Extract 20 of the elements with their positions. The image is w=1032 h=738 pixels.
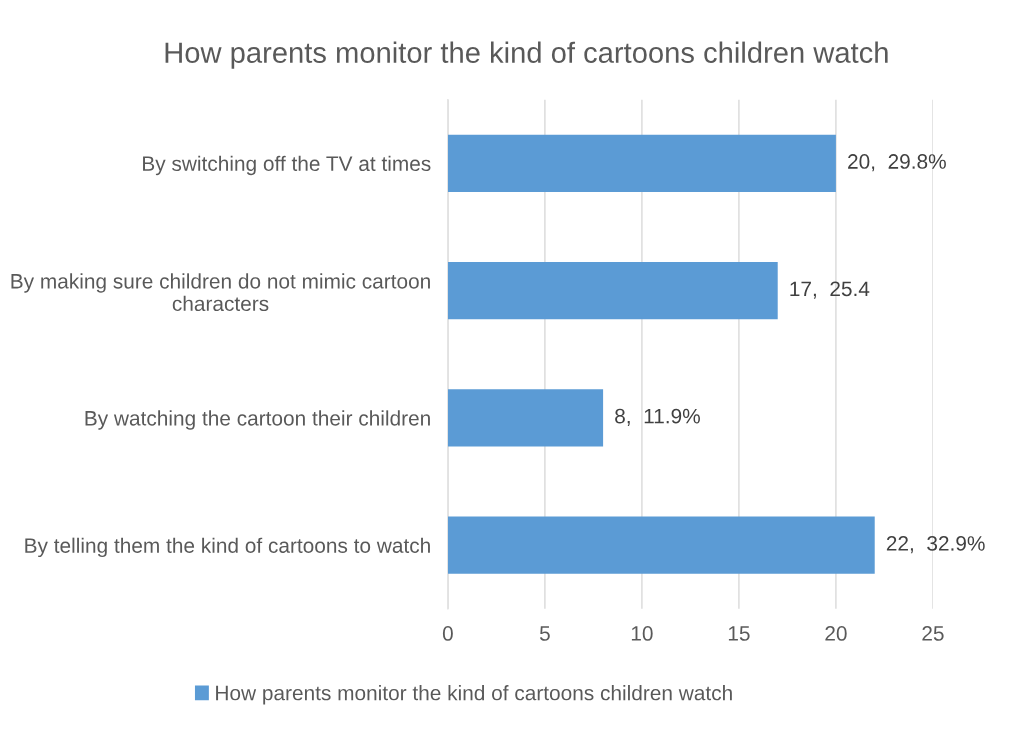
legend-label: How parents monitor the kind of cartoons children watch <box>216 685 732 705</box>
y-tick-label: By watching the cartoon their children <box>85 410 430 430</box>
bar <box>447 134 836 192</box>
y-tick-label: By switching off the TV at times <box>143 155 431 176</box>
bar <box>447 261 778 320</box>
x-tick-label: 20 <box>825 626 847 641</box>
bar <box>447 516 875 574</box>
x-tick-label: 25 <box>922 626 944 641</box>
y-tick-label: By making sure children do not mimic cartoon characters <box>11 273 430 312</box>
bar <box>447 389 604 447</box>
x-tick-label: 5 <box>539 626 550 641</box>
data-label: 20, 29.8% <box>848 154 946 172</box>
x-tick-label: 10 <box>631 626 653 641</box>
data-label: 17, 25.4 <box>790 281 870 299</box>
chart-title: How parents monitor the kind of cartoons children watch <box>165 41 888 69</box>
x-tick-label: 0 <box>442 626 453 641</box>
x-tick-label: 15 <box>728 626 750 641</box>
data-label: 22, 32.9% <box>886 536 985 554</box>
data-label: 8, 11.9% <box>615 408 700 426</box>
y-tick-label: By telling them the kind of cartoons to watch <box>25 537 430 558</box>
